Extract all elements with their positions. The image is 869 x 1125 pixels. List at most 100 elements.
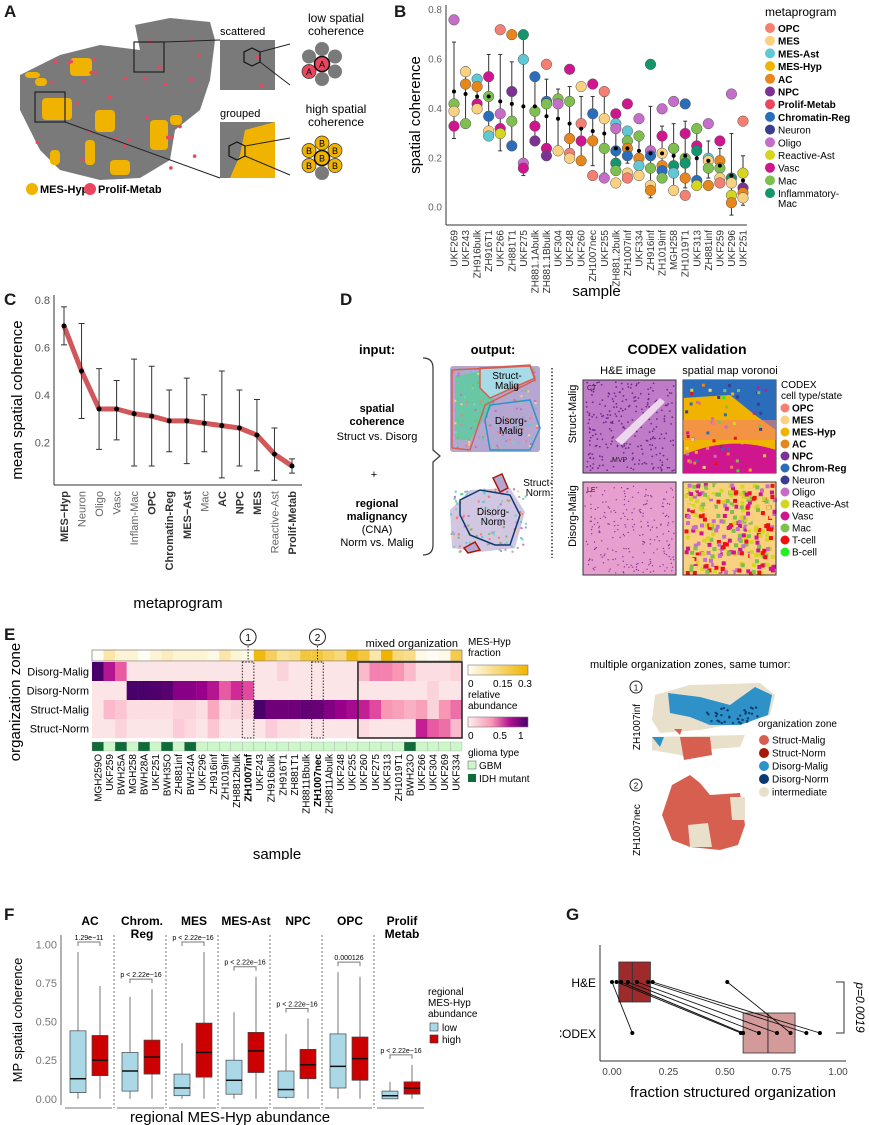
cell: [739, 491, 744, 496]
column-label: MGH258: [128, 754, 139, 794]
cell: [751, 569, 756, 574]
glioma-type-cell: [369, 741, 382, 752]
mes-hyp-fraction-cell: [450, 650, 462, 661]
x-tick-label: ZH881.1Bbulk: [542, 229, 553, 293]
nucleus: [604, 516, 607, 519]
y-axis-label: mean spatial coherence: [9, 320, 26, 479]
y-tick-label: 0.25: [36, 1055, 57, 1067]
cell: [707, 525, 712, 530]
spot: [468, 443, 471, 446]
heatmap-cell: [149, 681, 162, 701]
glioma-type-cell: [103, 741, 116, 752]
spot: [480, 399, 483, 402]
cell: [731, 550, 736, 555]
heatmap-cell: [230, 700, 243, 720]
box-high: [91, 1035, 109, 1076]
nucleus: [622, 556, 624, 558]
mes-hyp-fraction-cell: [103, 650, 116, 661]
multi-zone-title: multiple organization zones, same tumor:: [590, 659, 791, 671]
sample-group-UKF313: [691, 123, 703, 191]
he-image: [582, 481, 677, 576]
nucleus: [660, 468, 663, 471]
cell: [689, 492, 694, 497]
nucleus: [611, 440, 613, 443]
p-bracket: [181, 941, 205, 946]
cell: [699, 531, 704, 536]
nucleus: [633, 508, 635, 510]
nucleus: [608, 410, 611, 412]
cell: [757, 564, 762, 569]
spot: [469, 370, 472, 373]
heatmap-cell: [427, 662, 440, 682]
point-opc: [621, 172, 633, 184]
column-label: ZH916T1: [278, 754, 289, 796]
cell: [703, 483, 708, 488]
nucleus: [638, 509, 640, 511]
spot: [532, 368, 535, 371]
nucleus: [586, 411, 589, 413]
x-tick-label: AC: [217, 491, 229, 507]
codex-legend-swatch: [780, 403, 790, 413]
spot: [460, 499, 463, 502]
x-tick-label: Chromatin-Reg: [164, 491, 176, 570]
cell: [705, 495, 710, 500]
low-coherence-rosette: AA: [301, 42, 342, 86]
point-vasc: [610, 108, 622, 120]
cell: [764, 499, 769, 504]
heatmap-cell: [207, 719, 220, 739]
nucleus: [589, 444, 591, 446]
heatmap-cell: [404, 662, 416, 682]
point-chromatin-reg: [483, 110, 495, 122]
mean-point: [671, 153, 676, 158]
heatmap-cell: [369, 700, 382, 720]
cell: [705, 569, 710, 574]
row-label: Struct-Malig: [30, 705, 89, 717]
connector-line: [259, 61, 291, 86]
he-image-disorg-malig: LE: [582, 481, 677, 576]
nucleus: [660, 433, 663, 436]
x-tick-label: MES: [252, 491, 264, 515]
sample-group-ZH1007inf: [621, 98, 633, 184]
codex-legend-swatch: [780, 535, 790, 545]
spot: [501, 433, 504, 436]
cell: [690, 509, 695, 514]
zoom-box-grouped: [34, 91, 66, 123]
x-tick-label: MES−Ast: [182, 491, 194, 539]
nucleus: [673, 559, 675, 561]
nucleus: [664, 404, 667, 407]
legend-label: Inflammatory-Mac: [778, 189, 839, 210]
heatmap-cell: [161, 681, 174, 701]
legend-swatch-prolif-metab: [84, 183, 96, 195]
nucleus: [617, 524, 619, 527]
point-vasc: [529, 120, 541, 132]
spot: [513, 488, 516, 491]
sample-name-1: ZH1007inf: [632, 704, 643, 750]
cell: [737, 568, 742, 573]
cell: [755, 485, 760, 490]
cell: [708, 558, 713, 563]
nucleus: [663, 415, 666, 417]
nucleus: [635, 384, 638, 387]
column-label: UKF259: [105, 754, 116, 791]
mean-point: [590, 129, 595, 134]
spot: [506, 499, 509, 502]
box-codex: [742, 1012, 796, 1054]
sample-group-UKF251: [737, 115, 749, 206]
legend-title: regional MES-Hyp abundance: [428, 987, 478, 1020]
spot: [514, 514, 517, 517]
cell: [748, 571, 753, 576]
nucleus: [667, 524, 669, 526]
nucleus: [592, 428, 595, 431]
codex-legend-label: AC: [792, 440, 806, 451]
nucleus: [640, 408, 643, 411]
prolif-spot: [92, 57, 97, 62]
point-mac: [564, 95, 576, 107]
point-inflammatory-mac: [691, 145, 703, 157]
nucleus: [611, 397, 614, 400]
column-label: ZH916bulk: [267, 753, 278, 802]
cell: [753, 491, 758, 496]
nucleus: [651, 437, 654, 440]
nucleus: [659, 459, 662, 462]
nucleus: [614, 511, 617, 514]
